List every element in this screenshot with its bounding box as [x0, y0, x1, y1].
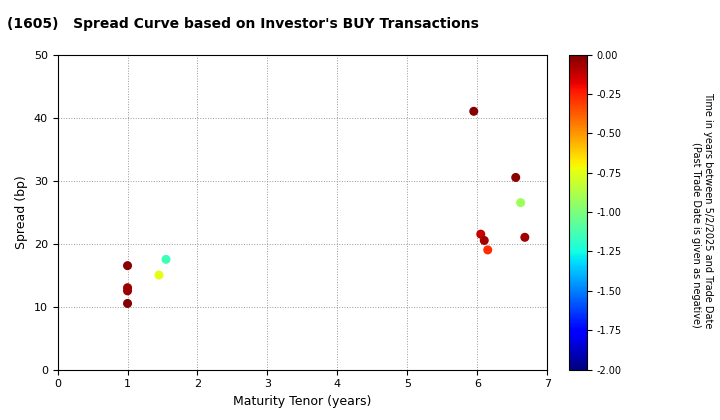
- Y-axis label: Spread (bp): Spread (bp): [15, 175, 28, 249]
- Point: [468, 108, 480, 115]
- Point: [482, 247, 493, 253]
- Point: [122, 300, 133, 307]
- Point: [519, 234, 531, 241]
- Point: [153, 272, 165, 278]
- Point: [515, 199, 526, 206]
- Text: (1605)   Spread Curve based on Investor's BUY Transactions: (1605) Spread Curve based on Investor's …: [7, 17, 479, 31]
- Point: [122, 287, 133, 294]
- Point: [510, 174, 521, 181]
- Point: [122, 262, 133, 269]
- X-axis label: Maturity Tenor (years): Maturity Tenor (years): [233, 395, 372, 408]
- Point: [122, 284, 133, 291]
- Point: [161, 256, 172, 263]
- Point: [475, 231, 487, 238]
- Text: Time in years between 5/2/2025 and Trade Date
(Past Trade Date is given as negat: Time in years between 5/2/2025 and Trade…: [691, 92, 713, 328]
- Point: [479, 237, 490, 244]
